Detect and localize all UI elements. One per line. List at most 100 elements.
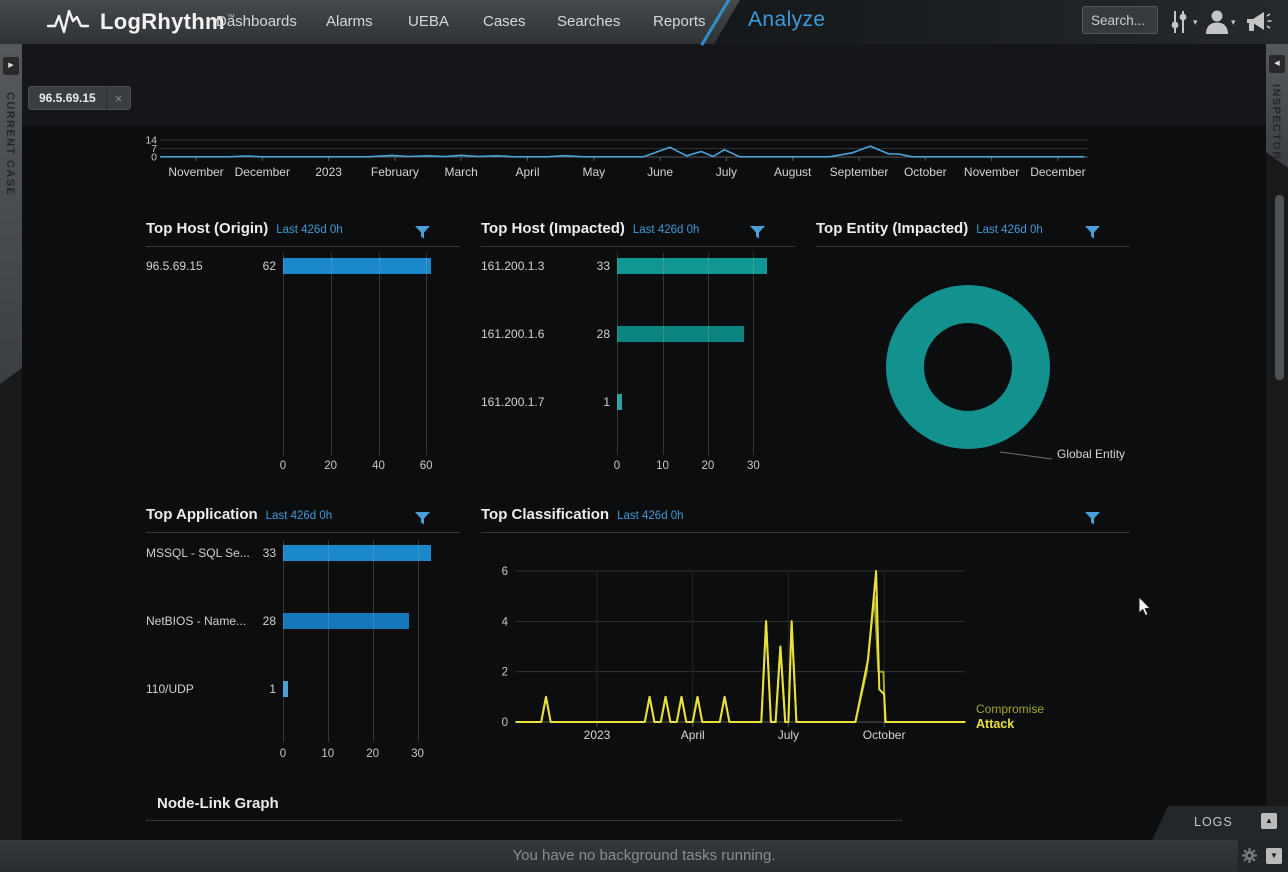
panel-title: Top Classification xyxy=(481,506,610,523)
grid-line xyxy=(662,253,664,455)
class-ytick-label: 0 xyxy=(502,717,508,729)
axis-tick-label: 20 xyxy=(324,460,338,472)
announcements-megaphone-icon[interactable] xyxy=(1245,9,1273,35)
timeline-month-label: November xyxy=(168,165,223,179)
nav-active-section-bg xyxy=(714,0,1288,44)
donut-slice[interactable] xyxy=(886,285,1050,449)
current-case-label: CURRENT CASE xyxy=(4,92,16,197)
bar[interactable] xyxy=(283,258,431,274)
panel-top-application: Top Application Last 426d 0h MSSQL - SQL … xyxy=(146,506,460,770)
search-input[interactable] xyxy=(1082,6,1158,34)
bar[interactable] xyxy=(617,394,622,410)
nav-item-searches[interactable]: Searches xyxy=(557,13,621,30)
hbar-chart-application: MSSQL - SQL Se... 33 NetBIOS - Name... 28 11… xyxy=(146,506,460,770)
scrollbar-thumb[interactable] xyxy=(1275,195,1284,380)
settings-gear-icon[interactable] xyxy=(1242,848,1257,863)
bar[interactable] xyxy=(283,545,431,561)
filter-chip-divider xyxy=(105,86,107,110)
class-month-label: 2023 xyxy=(584,728,611,742)
logs-expand-icon[interactable]: ▲ xyxy=(1261,813,1277,829)
class-ytick-label: 2 xyxy=(502,667,508,679)
expand-current-case-icon[interactable]: ▶ xyxy=(3,57,19,75)
axis-tick-label: 0 xyxy=(279,748,287,760)
bar-value-label: 28 xyxy=(596,327,610,341)
panel-top-host-impacted: Top Host (Impacted) Last 426d 0h 161.200.… xyxy=(481,220,795,476)
bar[interactable] xyxy=(283,613,409,629)
timeline-month-label: May xyxy=(582,165,605,179)
timeline-series-line[interactable] xyxy=(160,145,1085,158)
grid-line xyxy=(753,253,755,455)
class-series-compromise[interactable] xyxy=(515,595,966,723)
class-ytick-label: 6 xyxy=(502,566,508,578)
class-month-label: April xyxy=(681,728,705,742)
timeline-month-label: December xyxy=(235,165,290,179)
axis-tick-label: 10 xyxy=(321,748,335,760)
user-caret-icon[interactable]: ▾ xyxy=(1231,17,1236,27)
nav-item-reports[interactable]: Reports xyxy=(653,13,706,30)
panel-title: Top Host (Impacted) xyxy=(481,220,625,237)
current-case-rail: ▶ CURRENT CASE xyxy=(0,44,22,840)
panel-title: Top Host (Origin) xyxy=(146,220,269,237)
event-timeline-chart[interactable]: November December 2023 February March April Ma… xyxy=(140,132,1090,180)
expand-inspector-icon[interactable]: ◀ xyxy=(1269,55,1285,73)
user-icon[interactable] xyxy=(1205,8,1229,34)
timeline-month-label: September xyxy=(830,165,889,179)
bar[interactable] xyxy=(617,326,745,342)
grid-line xyxy=(426,253,428,455)
panel-title: Top Entity (Impacted) xyxy=(816,220,969,237)
status-message: You have no background tasks running. xyxy=(512,847,776,864)
grid-line xyxy=(283,253,284,455)
nav-item-ueba[interactable]: UEBA xyxy=(408,13,449,30)
bar-value-label: 62 xyxy=(262,259,276,273)
legend-item-attack[interactable]: Attack xyxy=(976,717,1015,731)
bar-category-label: 161.200.1.6 xyxy=(481,327,545,341)
panel-filter-icon[interactable] xyxy=(415,226,430,240)
logs-tab[interactable]: LOGS ▲ xyxy=(1152,806,1288,840)
class-series-attack[interactable] xyxy=(515,570,966,723)
panel-time-range: Last 426d 0h xyxy=(276,224,343,236)
panel-filter-icon[interactable] xyxy=(750,226,765,240)
hbar-chart-impacted: 161.200.1.3 33 161.200.1.6 28 161.200.1.7 1 0 1… xyxy=(481,220,795,476)
brand-trademark: ™ xyxy=(226,12,236,22)
logrhythm-logo-icon xyxy=(46,9,90,34)
top-nav: LogRhythm ™ Dashboards Alarms UEBA Cases… xyxy=(0,0,1288,46)
current-case-tab[interactable] xyxy=(0,44,22,384)
node-link-underline xyxy=(146,820,902,821)
filter-chip[interactable]: 96.5.69.15 × xyxy=(28,86,132,110)
timeline-month-label: December xyxy=(1030,165,1085,179)
legend-item-compromise[interactable]: Compromise xyxy=(976,702,1045,716)
grid-line xyxy=(372,540,374,742)
line-chart-classification[interactable]: 0 2 4 6 2023 April July October xyxy=(490,560,1050,745)
nav-item-dashboards[interactable]: Dashboards xyxy=(216,13,297,30)
donut-slice-label: Global Entity xyxy=(1057,447,1126,461)
timeline-month-label: November xyxy=(964,165,1019,179)
logs-collapse-icon[interactable]: ▼ xyxy=(1266,848,1282,864)
bar[interactable] xyxy=(617,258,767,274)
preferences-sliders-icon[interactable] xyxy=(1168,9,1190,35)
brand: LogRhythm ™ xyxy=(46,7,235,37)
preferences-caret-icon[interactable]: ▾ xyxy=(1193,17,1198,27)
filter-chip-remove-icon[interactable]: × xyxy=(114,90,123,106)
timeline-month-label: July xyxy=(716,165,737,179)
filter-chip-value: 96.5.69.15 xyxy=(39,91,96,105)
nav-item-analyze-active[interactable]: Analyze xyxy=(748,8,826,31)
axis-tick-label: 10 xyxy=(656,460,669,472)
bar-category-label: 161.200.1.7 xyxy=(481,395,545,409)
donut-chart-entity[interactable] xyxy=(850,270,1130,470)
grid-line xyxy=(327,540,329,742)
panel-filter-icon[interactable] xyxy=(1085,226,1100,240)
panel-filter-icon[interactable] xyxy=(415,512,430,526)
timeline-ytick-label: 14 xyxy=(145,135,157,147)
panel-filter-icon[interactable] xyxy=(1085,512,1100,526)
nav-item-cases[interactable]: Cases xyxy=(483,13,526,30)
axis-tick-label: 0 xyxy=(279,460,287,472)
axis-tick-label: 0 xyxy=(613,460,621,472)
timeline-month-label: February xyxy=(371,165,419,179)
inspector-tab[interactable] xyxy=(1266,44,1288,168)
bar[interactable] xyxy=(283,681,288,697)
panel-top-classification: Top Classification Last 426d 0h xyxy=(481,506,1130,770)
bar-category-label: 96.5.69.15 xyxy=(146,259,203,273)
nav-item-alarms[interactable]: Alarms xyxy=(326,13,373,30)
panel-title: Top Application xyxy=(146,506,258,523)
hbar-chart-origin: 96.5.69.15 62 0 20 40 60 xyxy=(146,220,460,476)
